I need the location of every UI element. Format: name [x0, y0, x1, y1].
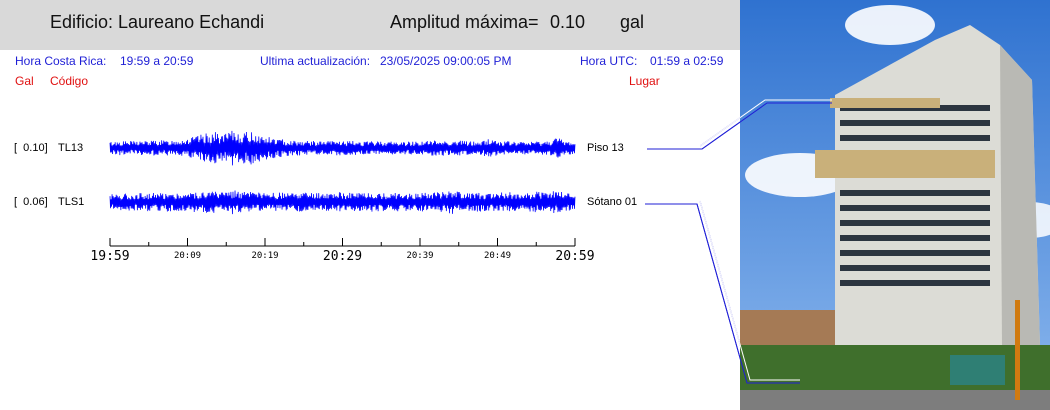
time-axis-tick-label: 20:09 [174, 251, 201, 261]
leader-line-1 [647, 121, 740, 150]
time-axis-tick-label: 20:39 [406, 251, 433, 261]
trace-1-code: TL13 [58, 142, 84, 154]
cr-time-range: 19:59 a 20:59 [120, 54, 194, 68]
max-amplitude-value: 0.10 [550, 12, 586, 32]
update-label: Ultima actualización: [260, 54, 371, 68]
utc-range: 01:59 a 02:59 [650, 54, 724, 68]
trace-2-waveform [109, 190, 576, 215]
time-axis-tick-label: 19:59 [90, 249, 129, 264]
header-band: Edificio: Laureano Echandi Amplitud máxi… [0, 0, 740, 50]
trace-2-code: TLS1 [58, 196, 85, 208]
max-amplitude-label: Amplitud máxima= [390, 12, 539, 32]
seismogram-chart: 19:59 20:09 20:19 20:29 20:39 20:49 20:59 [90, 117, 740, 360]
trace-2-amplitude: [ 0.06] [14, 196, 48, 208]
trace-1-waveform [109, 130, 576, 166]
building-photo [740, 0, 1050, 410]
cr-time-label: Hora Costa Rica: [15, 54, 107, 68]
trace-2-place: Sótano 01 [587, 196, 638, 208]
trace-1-amplitude: [ 0.10] [14, 142, 48, 154]
max-amplitude-unit: gal [620, 12, 645, 32]
update-value: 23/05/2025 09:00:05 PM [380, 54, 512, 68]
trace-1-place: Piso 13 [587, 142, 624, 154]
building-title: Edificio: Laureano Echandi [50, 12, 265, 32]
time-axis-tick-label: 20:19 [251, 251, 278, 261]
leader-line-1 [647, 117, 740, 147]
leader-line-2 [645, 200, 740, 347]
time-axis-tick-label: 20:29 [323, 249, 362, 264]
time-axis-tick-label: 20:49 [484, 251, 511, 261]
column-gal: Gal [15, 74, 34, 88]
column-place: Lugar [629, 74, 660, 88]
column-code: Código [50, 74, 89, 88]
time-axis-tick-label: 20:59 [555, 249, 594, 264]
utc-label: Hora UTC: [580, 54, 638, 68]
